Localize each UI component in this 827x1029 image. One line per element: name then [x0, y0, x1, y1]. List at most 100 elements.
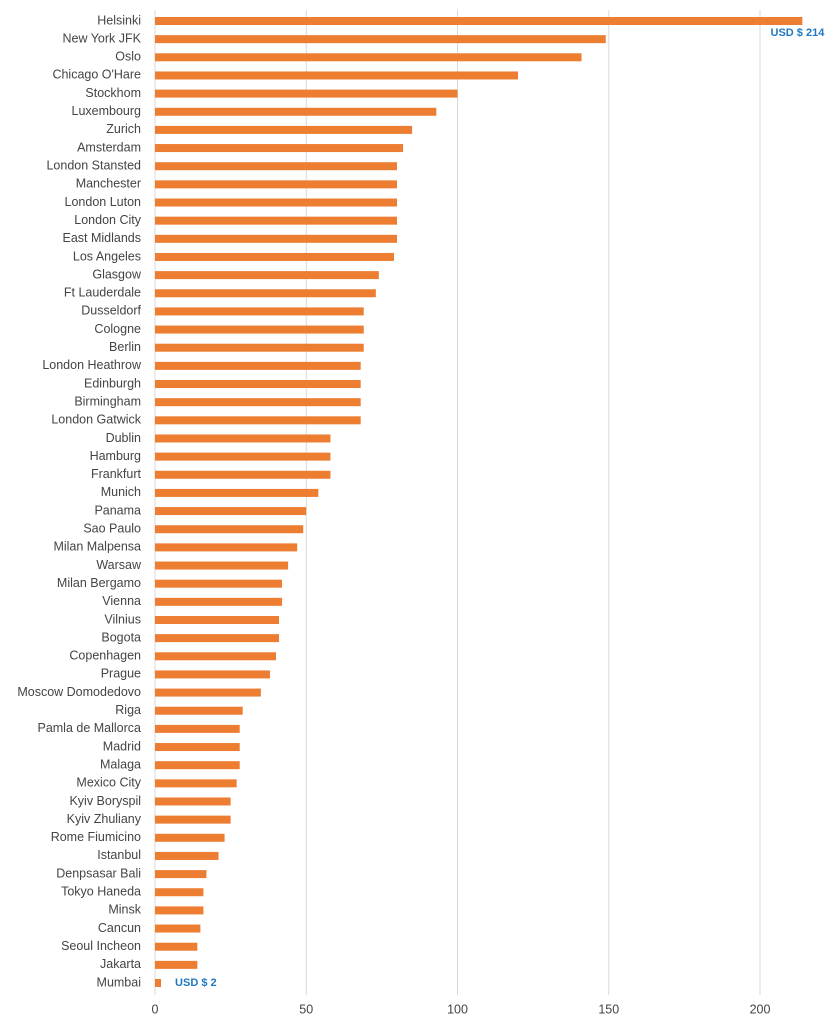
bar: [155, 634, 280, 643]
y-tick-label: Madrid: [103, 739, 141, 753]
y-tick-label: Mexico City: [76, 776, 141, 790]
bar: [155, 53, 582, 62]
y-tick-label: Los Angeles: [73, 249, 141, 263]
x-tick-label: 50: [299, 1002, 313, 1016]
y-tick-label: London Stansted: [46, 159, 141, 173]
y-tick-label: Milan Bergamo: [57, 576, 141, 590]
bar: [155, 706, 243, 715]
y-tick-label: Istanbul: [97, 848, 141, 862]
bar: [155, 252, 394, 261]
y-tick-label: Zurich: [106, 122, 141, 136]
y-tick-label: Luxembourg: [72, 104, 142, 118]
bar: [155, 416, 361, 425]
y-tick-label: Glasgow: [92, 267, 142, 281]
y-tick-label: Sao Paulo: [83, 522, 141, 536]
bar: [155, 924, 201, 933]
bar: [155, 234, 397, 243]
bar: [155, 434, 331, 443]
y-tick-label: Berlin: [109, 340, 141, 354]
bar: [155, 144, 404, 153]
bar: [155, 615, 280, 624]
bar: [155, 289, 376, 298]
bar: [155, 779, 237, 788]
y-tick-label: Frankfurt: [91, 467, 142, 481]
bar: [155, 833, 225, 842]
bar: [155, 597, 283, 606]
bar: [155, 851, 219, 860]
y-tick-label: Seoul Incheon: [61, 939, 141, 953]
bar: [155, 724, 240, 733]
y-tick-label: Cancun: [98, 921, 141, 935]
bar: [155, 525, 304, 534]
bar: [155, 35, 606, 44]
bar: [155, 960, 198, 969]
y-tick-label: Kyiv Boryspil: [69, 794, 141, 808]
bar: [155, 543, 298, 552]
bar: [155, 71, 518, 80]
bar: [155, 325, 364, 334]
y-tick-label: Milan Malpensa: [53, 540, 141, 554]
value-label: USD $ 214: [771, 27, 826, 39]
bar: [155, 361, 361, 370]
y-tick-label: Munich: [101, 485, 141, 499]
y-tick-label: Prague: [101, 667, 141, 681]
bar: [155, 561, 289, 570]
y-tick-label: London Heathrow: [42, 358, 142, 372]
y-tick-label: Copenhagen: [69, 649, 141, 663]
y-tick-label: Amsterdam: [77, 140, 141, 154]
bar: [155, 797, 231, 806]
y-tick-label: Ft Lauderdale: [64, 286, 141, 300]
y-tick-label: Chicago O'Hare: [52, 68, 141, 82]
bar: [155, 670, 270, 679]
y-tick-label: East Midlands: [62, 231, 141, 245]
bar: [155, 162, 397, 171]
y-tick-label: New York JFK: [62, 31, 141, 45]
bar: [155, 906, 204, 915]
x-tick-label: 100: [447, 1002, 468, 1016]
bar: [155, 398, 361, 407]
bar: [155, 125, 413, 134]
y-tick-label: Vienna: [102, 594, 141, 608]
y-tick-label: Minsk: [108, 903, 141, 917]
bar: [155, 888, 204, 897]
bar: [155, 815, 231, 824]
y-tick-label: Manchester: [76, 177, 141, 191]
bar: [155, 107, 437, 116]
y-tick-label: Riga: [115, 703, 141, 717]
bar: [155, 870, 207, 879]
y-tick-label: Helsinki: [97, 13, 141, 27]
bar: [155, 507, 307, 516]
bar: [155, 343, 364, 352]
bar: [155, 452, 331, 461]
y-tick-label: Rome Fiumicino: [51, 830, 141, 844]
y-tick-label: London Gatwick: [51, 413, 141, 427]
bar: [155, 307, 364, 316]
bar: [155, 470, 331, 479]
x-tick-label: 200: [750, 1002, 771, 1016]
y-tick-label: Moscow Domodedovo: [17, 685, 141, 699]
bar: [155, 979, 162, 987]
y-tick-label: Edinburgh: [84, 376, 141, 390]
y-tick-label: Stockhom: [85, 86, 141, 100]
y-tick-label: London Luton: [65, 195, 142, 209]
y-tick-label: Kyiv Zhuliany: [67, 812, 142, 826]
y-tick-label: Dusseldorf: [81, 304, 141, 318]
bar: [155, 942, 198, 951]
bar: [155, 17, 803, 25]
bar: [155, 271, 379, 280]
y-tick-label: Oslo: [115, 50, 141, 64]
y-tick-label: Dublin: [106, 431, 141, 445]
bar: [155, 180, 397, 189]
y-tick-label: Panama: [94, 503, 141, 517]
bar: [155, 488, 319, 497]
y-tick-label: Tokyo Haneda: [61, 885, 141, 899]
y-tick-label: Malaga: [100, 757, 141, 771]
bar: [155, 761, 240, 770]
x-tick-label: 0: [152, 1002, 159, 1016]
bar: [155, 216, 397, 225]
y-tick-label: Vilnius: [104, 612, 141, 626]
y-tick-label: Jakarta: [100, 957, 141, 971]
y-tick-label: Birmingham: [74, 394, 141, 408]
bar: [155, 380, 361, 389]
